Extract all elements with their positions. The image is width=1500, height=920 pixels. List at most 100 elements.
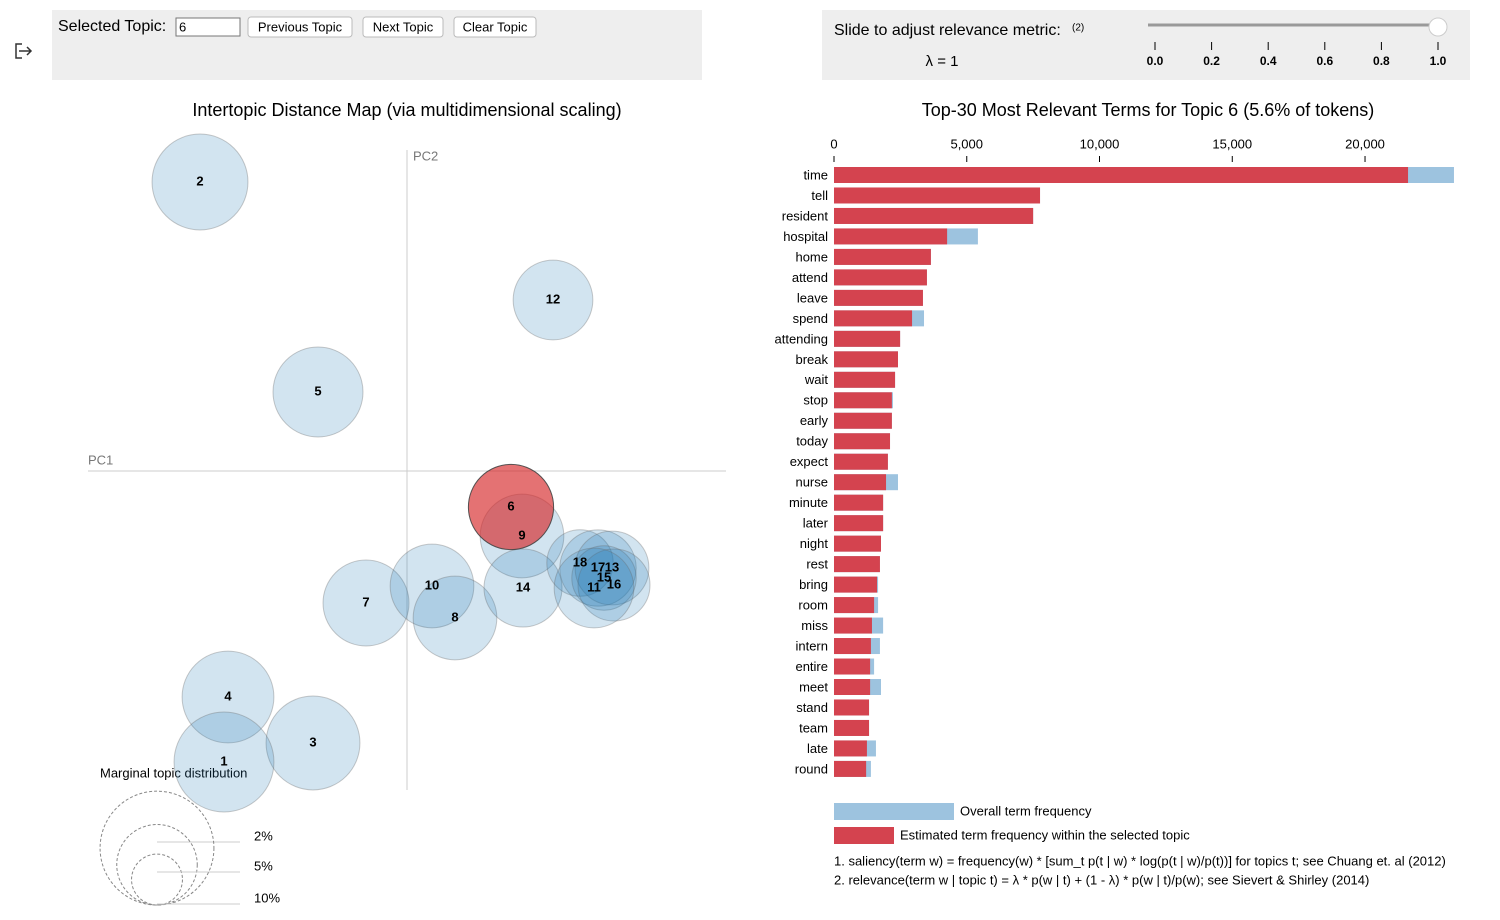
term-label[interactable]: attend	[792, 270, 828, 285]
topic-bar[interactable]	[834, 351, 898, 368]
term-label[interactable]: minute	[789, 495, 828, 510]
topic-bar[interactable]	[834, 248, 931, 265]
topic-bar[interactable]	[834, 760, 867, 777]
topic-bubble[interactable]	[577, 548, 651, 622]
topic-bubble[interactable]	[173, 711, 275, 813]
topic-bar[interactable]	[834, 494, 884, 511]
term-label[interactable]: time	[803, 167, 828, 182]
topic-bar[interactable]	[834, 740, 867, 757]
term-label[interactable]: break	[795, 352, 828, 367]
term-label[interactable]: nurse	[795, 475, 828, 490]
term-label[interactable]: home	[795, 249, 828, 264]
topic-bar[interactable]	[834, 207, 1034, 224]
topic-input[interactable]	[175, 17, 241, 37]
exit-icon[interactable]	[15, 43, 33, 59]
term-label[interactable]: hospital	[783, 229, 828, 244]
topic-bar[interactable]	[834, 310, 913, 327]
topic-bubble[interactable]	[546, 529, 614, 597]
term-label[interactable]: early	[800, 413, 829, 428]
topic-bubble[interactable]	[559, 529, 637, 607]
term-label[interactable]: late	[807, 741, 828, 756]
selected-topic-label: Selected Topic:	[58, 18, 166, 35]
topic-label: 11	[587, 579, 601, 594]
slider-thumb[interactable]	[1428, 17, 1448, 37]
topic-bar[interactable]	[834, 515, 884, 532]
topic-bubble[interactable]	[322, 559, 410, 647]
term-label[interactable]: round	[795, 761, 828, 776]
term-label[interactable]: rest	[806, 557, 828, 572]
term-label[interactable]: resident	[782, 208, 829, 223]
topic-bar[interactable]	[834, 699, 870, 716]
topic-bar[interactable]	[834, 679, 871, 695]
lambda-label: λ = 1	[926, 53, 959, 70]
topic-bar[interactable]	[834, 392, 892, 409]
topic-bubble[interactable]	[571, 545, 637, 611]
topic-bar[interactable]	[834, 187, 1041, 204]
x-tick-label: 20,000	[1345, 136, 1385, 151]
topic-bubble[interactable]	[512, 259, 594, 341]
term-label[interactable]: entire	[795, 659, 828, 674]
selected-topic-bubble[interactable]	[467, 463, 555, 551]
topic-bubble[interactable]	[574, 530, 650, 606]
topic-bubble[interactable]	[412, 575, 498, 661]
legend-swatch	[834, 803, 954, 820]
button-label[interactable]: Clear Topic	[463, 19, 528, 34]
term-label[interactable]: miss	[801, 618, 828, 633]
button[interactable]	[362, 16, 444, 38]
topic-bar[interactable]	[834, 412, 892, 429]
topic-bar[interactable]	[834, 474, 887, 491]
topic-bar[interactable]	[834, 556, 880, 573]
legend-swatch	[834, 827, 894, 844]
topic-bubble[interactable]	[389, 543, 475, 629]
topic-bar[interactable]	[834, 638, 871, 655]
topic-label: 5	[314, 383, 321, 398]
button-label[interactable]: Previous Topic	[258, 19, 343, 34]
topic-bar[interactable]	[834, 289, 923, 306]
term-label[interactable]: tell	[811, 188, 828, 203]
term-label[interactable]: meet	[799, 679, 828, 694]
topic-bubble[interactable]	[181, 650, 275, 744]
topic-bubble[interactable]	[272, 346, 364, 438]
topic-bubble[interactable]	[265, 695, 361, 791]
topic-bar[interactable]	[834, 330, 901, 347]
topic-input-value[interactable]: 6	[179, 19, 186, 34]
term-label[interactable]: attending	[775, 331, 829, 346]
slider-panel	[822, 10, 1470, 80]
term-label[interactable]: spend	[793, 311, 828, 326]
topic-bar[interactable]	[834, 719, 870, 736]
topic-label: 13	[605, 559, 619, 574]
topic-bar[interactable]	[834, 453, 888, 470]
topic-bar[interactable]	[834, 597, 875, 614]
term-label[interactable]: intern	[795, 638, 828, 653]
topic-bar[interactable]	[834, 433, 891, 450]
topic-bar[interactable]	[834, 371, 896, 388]
term-label[interactable]: bring	[799, 577, 828, 592]
topic-bar[interactable]	[834, 269, 927, 286]
term-label[interactable]: expect	[790, 454, 829, 469]
term-label[interactable]: team	[799, 720, 828, 735]
term-label[interactable]: today	[796, 434, 828, 449]
slider-tick-label: 0.4	[1260, 54, 1277, 68]
topic-bubble[interactable]	[553, 547, 635, 629]
topic-bar[interactable]	[834, 658, 871, 675]
button[interactable]	[247, 16, 353, 38]
term-label[interactable]: room	[798, 598, 828, 613]
slider-note: (2)	[1072, 23, 1084, 34]
button-label[interactable]: Next Topic	[373, 19, 434, 34]
topic-bar[interactable]	[834, 617, 872, 634]
button[interactable]	[453, 16, 537, 38]
term-label[interactable]: leave	[797, 290, 828, 305]
term-label[interactable]: later	[803, 516, 829, 531]
topic-bar[interactable]	[834, 228, 948, 245]
term-label[interactable]: wait	[804, 372, 829, 387]
size-legend-circle	[99, 790, 215, 906]
topic-bubble[interactable]	[151, 133, 249, 231]
x-tick-label: 5,000	[950, 136, 983, 151]
topic-bubble[interactable]	[483, 548, 563, 628]
topic-bar[interactable]	[834, 535, 881, 552]
topic-bar[interactable]	[834, 167, 1409, 183]
term-label[interactable]: night	[800, 536, 829, 551]
term-label[interactable]: stop	[803, 393, 828, 408]
topic-bar[interactable]	[834, 576, 878, 593]
term-label[interactable]: stand	[796, 700, 828, 715]
